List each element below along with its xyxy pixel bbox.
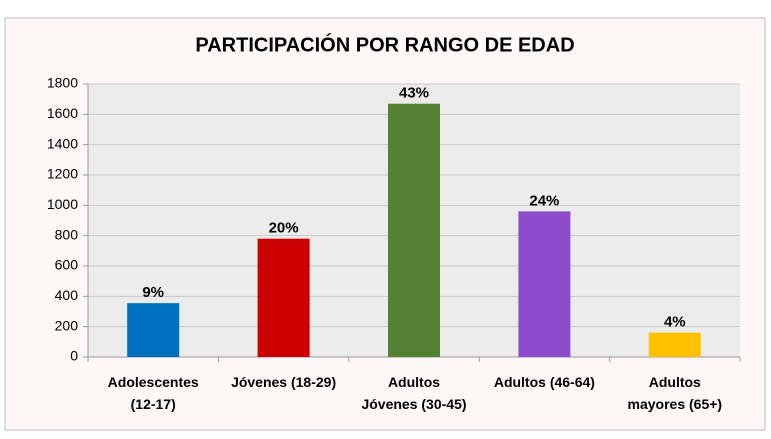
x-tick-label-line: Jóvenes (18-29) — [231, 374, 336, 390]
x-tick-label: Adolescentes (12-17) — [108, 374, 199, 412]
y-tick-label: 1800 — [47, 75, 78, 91]
y-tick-label: 200 — [55, 317, 79, 333]
bar-label: 24% — [529, 192, 559, 209]
x-tick-label-line: Jóvenes (30-45) — [361, 396, 466, 412]
x-tick-label-line: Adultos — [649, 374, 701, 390]
bar-label: 4% — [664, 314, 686, 331]
chart-title: PARTICIPACIÓN POR RANGO DE EDAD — [195, 32, 574, 56]
x-tick-label-line: Adultos — [388, 374, 440, 390]
y-tick-label: 1200 — [47, 166, 78, 182]
y-tick-label: 1000 — [47, 196, 78, 212]
y-tick-label: 1600 — [47, 105, 78, 121]
y-tick-label: 800 — [55, 226, 79, 242]
x-tick-label-line: (12-17) — [131, 396, 176, 412]
bar-label: 9% — [142, 284, 164, 301]
x-tick-label-line: mayores (65+) — [628, 396, 723, 412]
x-tick-label-line: Adultos (46-64) — [494, 374, 595, 390]
bar-label: 20% — [269, 220, 299, 237]
bar — [648, 332, 701, 357]
bar — [518, 211, 571, 357]
x-tick-label: Jóvenes (18-29) — [231, 374, 336, 390]
x-tick-label-line: Adolescentes — [108, 374, 199, 390]
bar-label: 43% — [399, 85, 429, 102]
y-tick-label: 0 — [70, 348, 78, 364]
y-tick-label: 1400 — [47, 135, 78, 151]
x-tick-label: Adultos mayores (65+) — [628, 374, 723, 412]
bar — [127, 303, 180, 357]
y-tick-label: 600 — [55, 257, 79, 273]
bar — [257, 238, 310, 357]
x-tick-label: Adultos Jóvenes (30-45) — [361, 374, 466, 412]
bar — [388, 103, 440, 357]
x-tick-label: Adultos (46-64) — [494, 374, 595, 390]
y-tick-label: 400 — [55, 287, 79, 303]
